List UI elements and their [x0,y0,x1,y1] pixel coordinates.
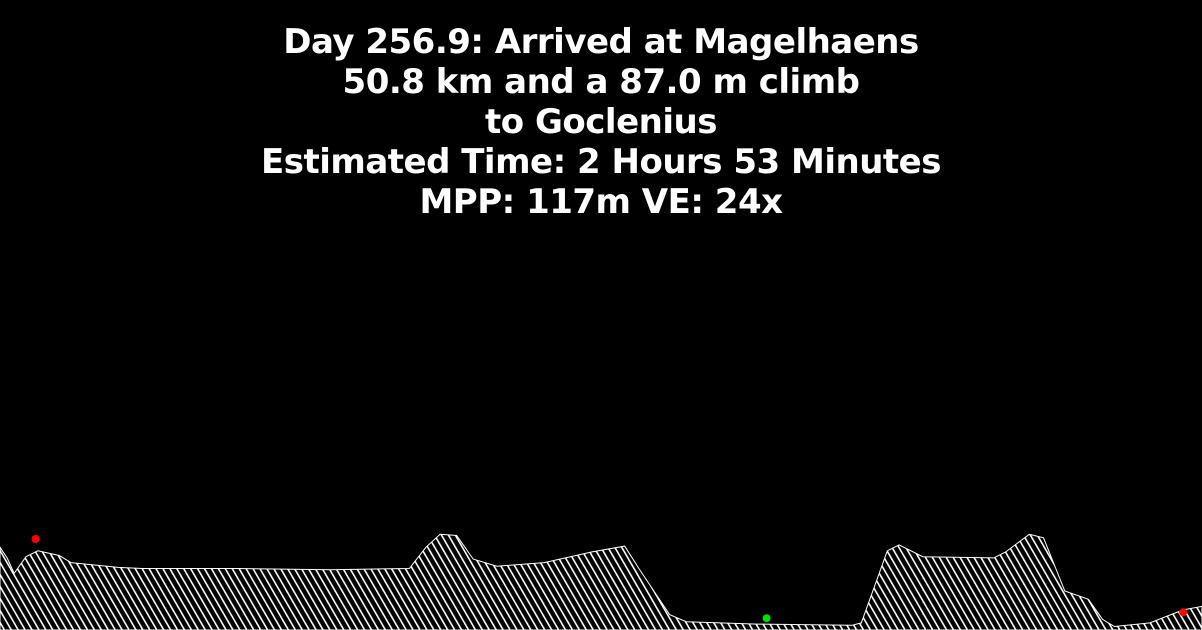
leg-summary-text: 50.8 km and a 87.0 m climb [342,62,860,102]
destination-text: to Goclenius [485,102,717,142]
arrival-status-text: Day 256.9: Arrived at Magelhaens [283,22,919,62]
current-marker [762,614,771,623]
scale-info-text: MPP: 117m VE: 24x [419,182,783,222]
estimated-time-text: Estimated Time: 2 Hours 53 Minutes [261,142,941,182]
terrain-surface [0,533,1202,630]
route-markers [31,535,1188,623]
status-panel: Day 256.9: Arrived at Magelhaens 50.8 km… [0,22,1202,222]
start-marker [31,535,40,543]
destination-marker [1179,608,1188,617]
